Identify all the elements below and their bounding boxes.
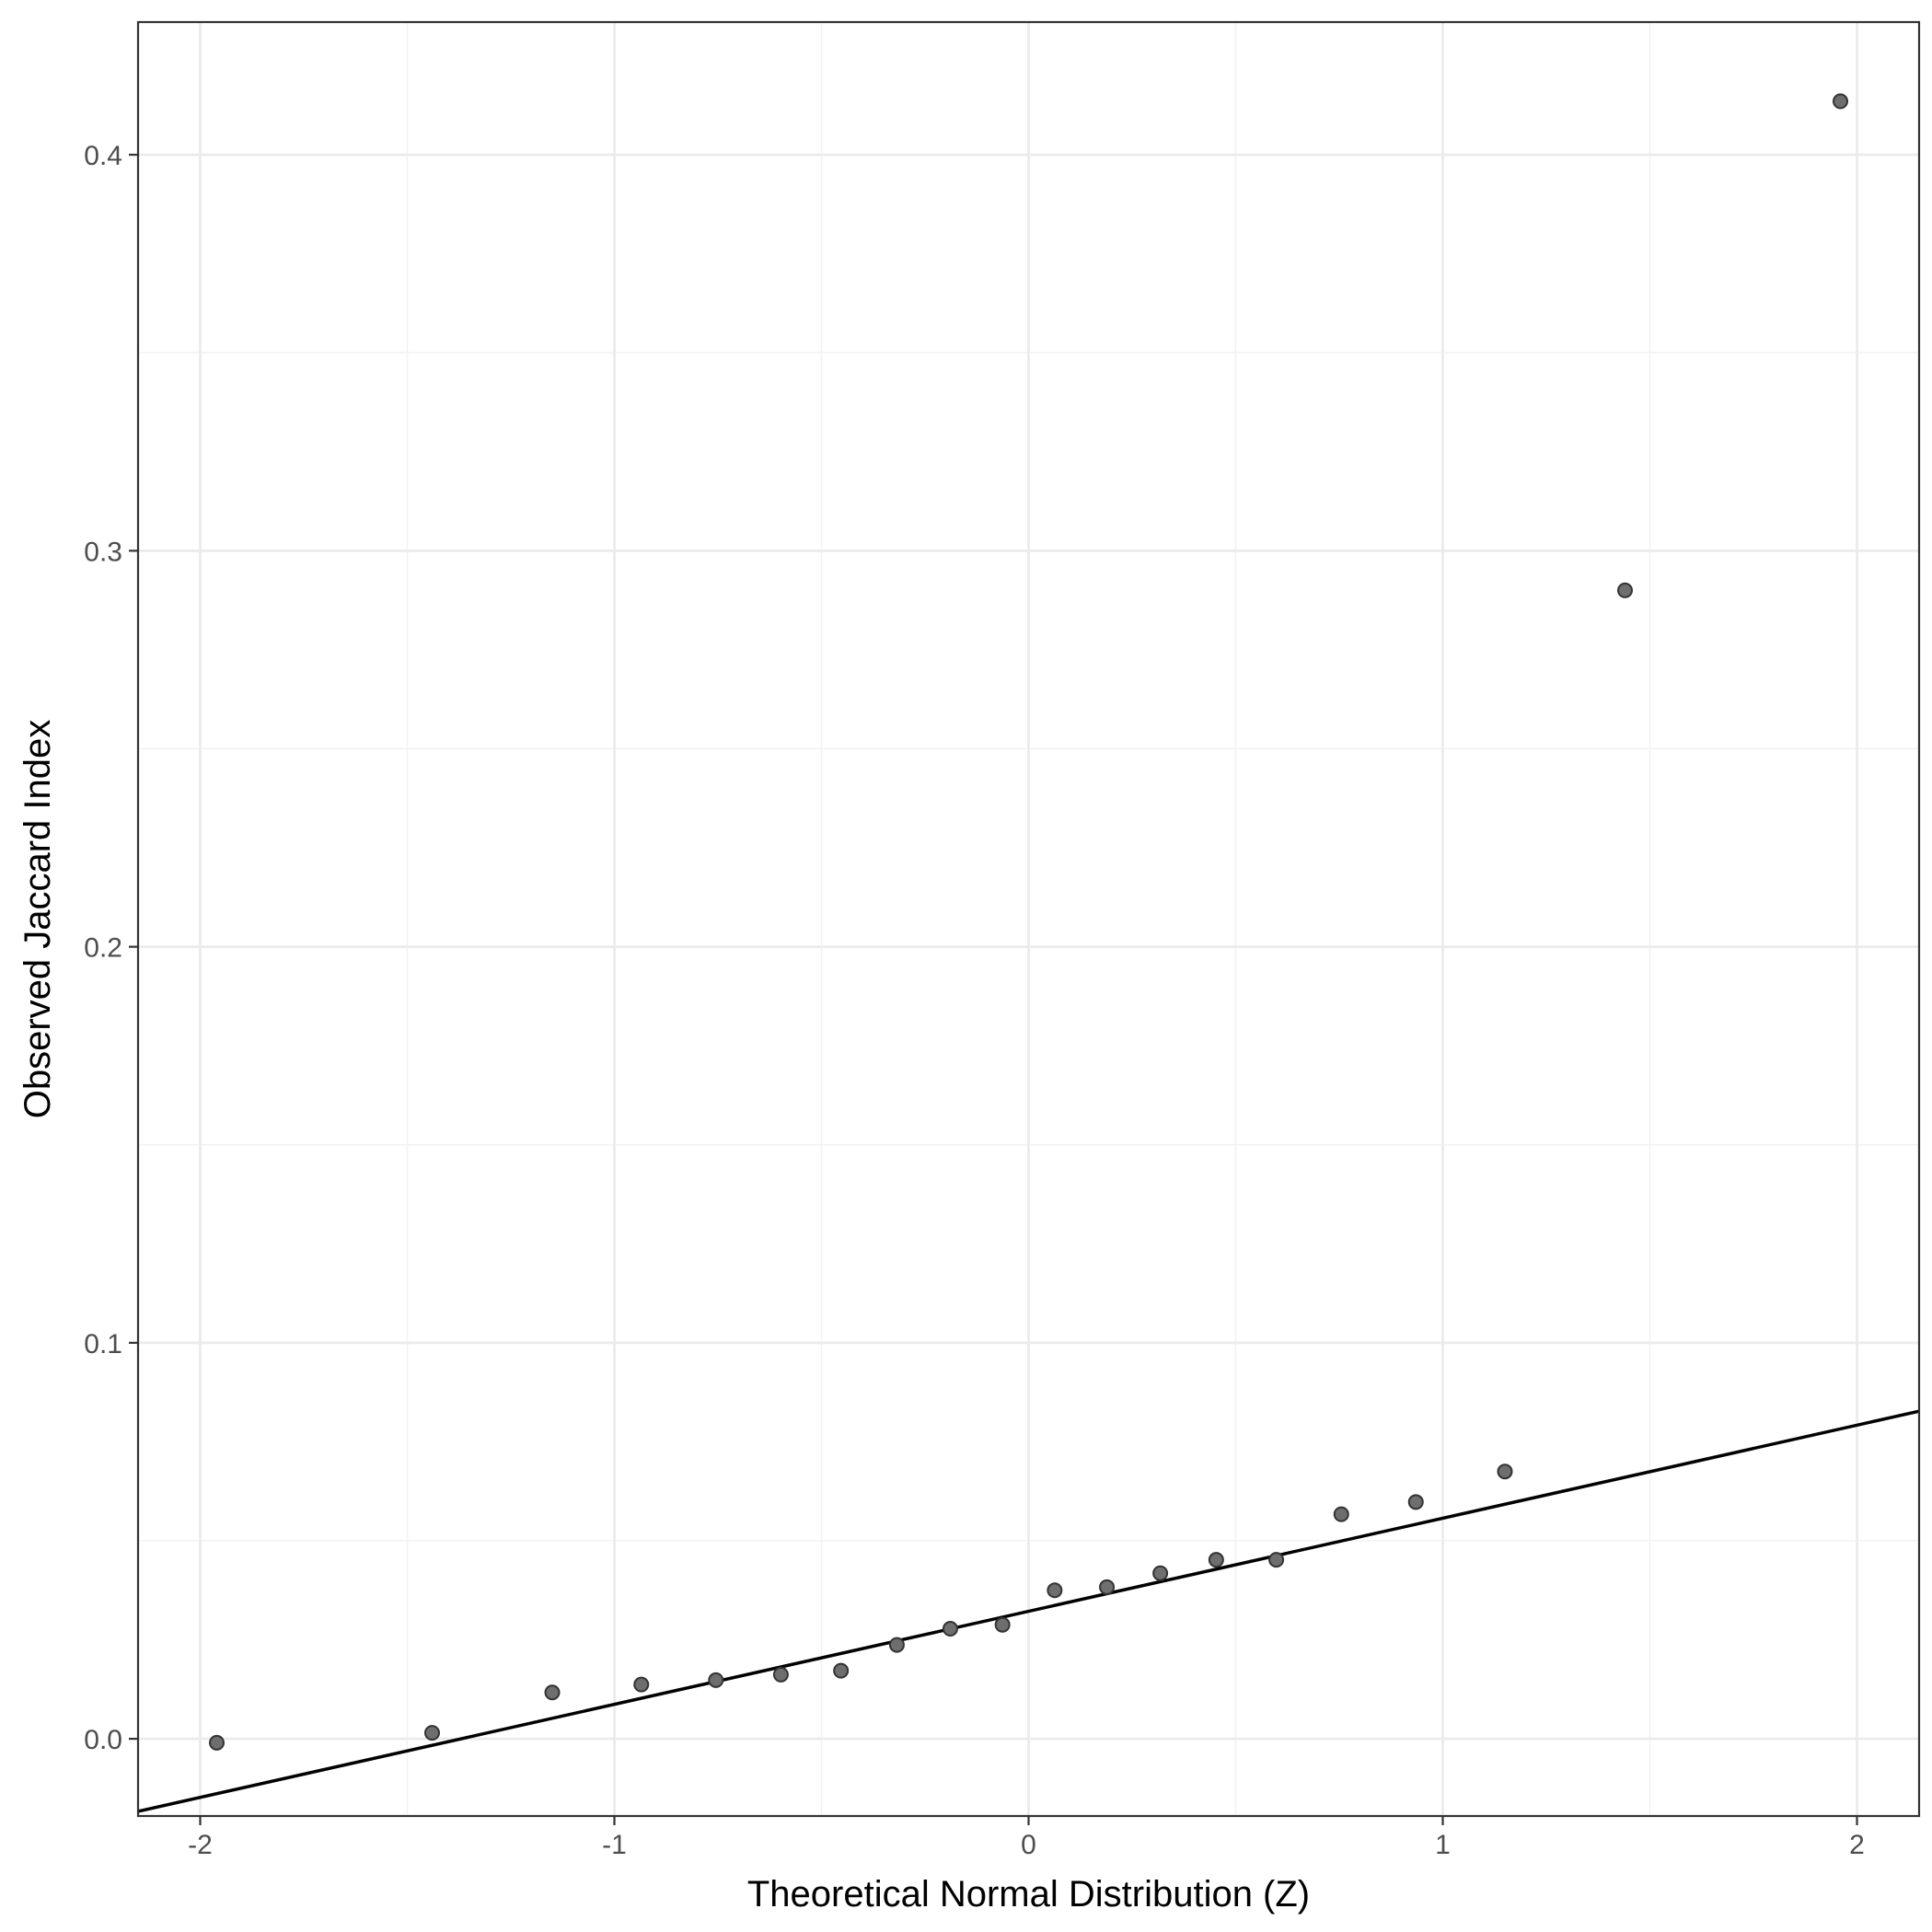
x-tick-label: 1 — [1435, 1830, 1451, 1860]
y-tick-label: 0.1 — [84, 1329, 122, 1359]
data-point — [1833, 93, 1848, 110]
y-tick-label: 0.2 — [84, 933, 122, 964]
reference-line-group — [137, 1409, 1920, 1813]
y-tick-label: 0.3 — [84, 537, 122, 567]
data-point — [772, 1666, 789, 1683]
x-tick-label: -2 — [188, 1830, 213, 1860]
x-tick-label: 2 — [1849, 1830, 1865, 1860]
data-point — [708, 1672, 724, 1688]
data-point — [833, 1662, 850, 1679]
data-point — [633, 1676, 650, 1693]
data-point — [1099, 1579, 1116, 1595]
major-grid — [138, 22, 1919, 1816]
y-axis-ticks: 0.0 0.1 0.2 0.3 0.4 — [84, 141, 138, 1755]
data-point — [424, 1725, 440, 1741]
data-point — [994, 1616, 1011, 1633]
x-axis-title: Theoretical Normal Distribution (Z) — [747, 1874, 1310, 1915]
x-tick-label: -1 — [602, 1830, 627, 1860]
y-axis-title: Observed Jaccard Index — [17, 720, 58, 1119]
x-axis-ticks: -2 -1 0 1 2 — [188, 1816, 1865, 1860]
data-point — [1268, 1552, 1285, 1568]
data-point — [1617, 582, 1633, 598]
y-tick-label: 0.0 — [84, 1725, 122, 1755]
reference-line — [137, 1409, 1920, 1813]
data-point — [1047, 1582, 1063, 1599]
data-point — [1333, 1506, 1349, 1522]
data-point — [942, 1620, 958, 1637]
data-points — [209, 93, 1848, 1751]
y-tick-label: 0.4 — [84, 141, 122, 171]
data-point — [1497, 1463, 1513, 1480]
data-point — [209, 1734, 225, 1751]
data-point — [888, 1637, 905, 1653]
x-tick-label: 0 — [1021, 1830, 1036, 1860]
data-point — [544, 1684, 561, 1701]
data-point — [1208, 1552, 1224, 1568]
data-point — [1407, 1494, 1424, 1510]
data-point — [1152, 1565, 1169, 1581]
